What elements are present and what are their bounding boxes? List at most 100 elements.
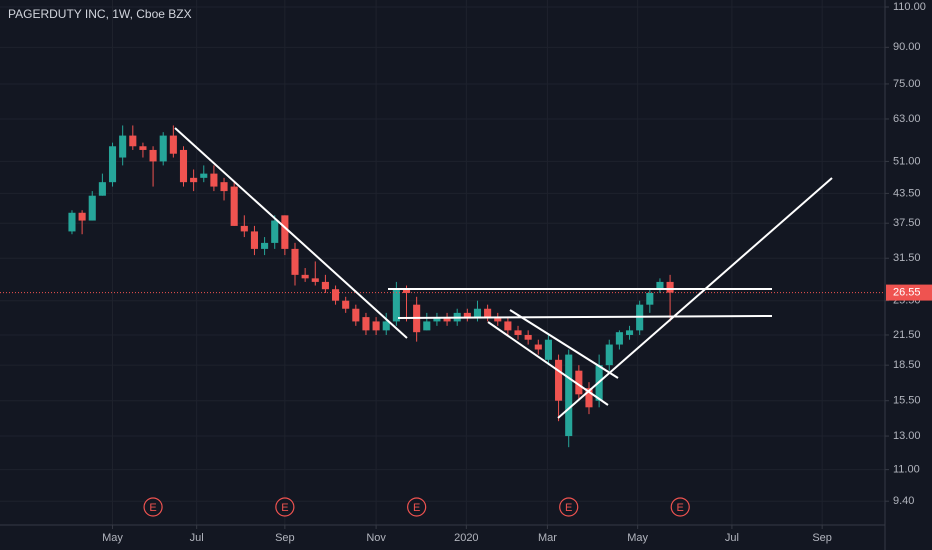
candle-body: [240, 225, 248, 232]
trend-line: [174, 127, 408, 339]
earnings-label: E: [565, 502, 572, 514]
candle-body: [190, 177, 198, 183]
candle-body: [646, 292, 654, 305]
candle-body: [605, 344, 613, 366]
earnings-label: E: [677, 502, 684, 514]
candle-body: [139, 146, 147, 150]
candle-body: [504, 321, 512, 331]
trend-line: [557, 177, 833, 419]
candle-body: [392, 289, 400, 322]
x-tick-label: May: [627, 532, 648, 544]
grid: [0, 0, 885, 525]
candle-body: [68, 212, 76, 232]
x-tick-label: Sep: [275, 532, 295, 544]
candle-body: [372, 321, 380, 331]
x-tick-label: Sep: [812, 532, 832, 544]
earnings-marker: [559, 497, 579, 517]
trend-line: [509, 309, 619, 379]
candle-body: [625, 330, 634, 335]
x-tick-label: Nov: [366, 532, 386, 544]
candle-body: [585, 388, 593, 408]
candle-body: [443, 317, 451, 322]
y-tick-label: 31.50: [893, 252, 921, 264]
trend-line: [397, 315, 773, 319]
candle-body: [352, 308, 360, 322]
candle-body: [544, 339, 552, 360]
candle-body: [129, 135, 137, 147]
last-price-label: 26.55: [893, 286, 921, 298]
candle-body: [484, 308, 492, 318]
y-tick-label: 15.50: [893, 395, 921, 407]
candle-body: [261, 242, 269, 249]
candle-body: [78, 212, 86, 221]
x-tick-label: Jul: [725, 532, 739, 544]
candle-body: [321, 281, 329, 290]
candle-body: [119, 135, 127, 158]
y-tick-label: 11.00: [893, 464, 920, 476]
last-price-box: [886, 284, 932, 301]
y-tick-label: 43.50: [893, 187, 921, 199]
candle-body: [402, 289, 411, 293]
trend-lines: [174, 127, 833, 419]
y-tick-label: 110.00: [893, 1, 926, 13]
x-tick-label: 2020: [454, 532, 478, 544]
earnings-marker: [670, 497, 690, 517]
y-tick-label: 9.40: [893, 495, 914, 507]
candle-body: [108, 146, 117, 183]
candle-body: [179, 149, 188, 183]
chart-title: PAGERDUTY INC, 1W, Cboe BZX: [8, 7, 192, 21]
candle-body: [666, 281, 674, 293]
y-tick-label: 51.00: [893, 155, 921, 167]
candle-body: [494, 317, 502, 322]
candle-body: [200, 173, 208, 178]
candle-body: [210, 173, 218, 187]
candle-body: [98, 182, 106, 196]
candle-body: [230, 186, 238, 226]
candle-body: [473, 308, 482, 318]
x-tick-label: May: [102, 532, 123, 544]
earnings-label: E: [281, 502, 288, 514]
y-tick-label: 63.00: [893, 113, 921, 125]
candle-body: [524, 334, 532, 340]
candle-body: [382, 321, 390, 331]
candle-body: [656, 281, 664, 290]
candle-body: [88, 195, 96, 221]
candle-body: [281, 215, 289, 249]
candle-body: [575, 370, 583, 395]
candle-body: [291, 248, 299, 275]
candle-body: [250, 231, 258, 249]
y-tick-label: 75.00: [893, 78, 921, 90]
y-tick-label: 37.50: [893, 217, 921, 229]
candle-body: [301, 274, 309, 279]
earnings-marker: [275, 497, 295, 517]
candle-body: [311, 278, 319, 282]
candle-body: [332, 289, 340, 301]
axes: 9.4011.0013.0015.5018.5021.5025.5031.503…: [102, 1, 932, 544]
candle-body: [271, 220, 279, 243]
y-tick-label: 90.00: [893, 41, 921, 53]
candle-body: [463, 312, 471, 318]
earnings-marker: [407, 497, 427, 517]
candle-body: [362, 317, 370, 331]
y-tick-label: 13.00: [893, 430, 921, 442]
candle-body: [220, 182, 228, 192]
x-tick-label: Mar: [538, 532, 557, 544]
earnings-marker: [143, 497, 163, 517]
candle-body: [342, 300, 350, 309]
earnings-label: E: [413, 502, 420, 514]
candle-body: [433, 317, 441, 322]
candle-body: [159, 135, 167, 162]
candle-body: [149, 149, 157, 162]
candle-body: [169, 135, 177, 154]
candle-body: [534, 344, 542, 350]
candle-body: [565, 354, 573, 437]
x-tick-label: Jul: [190, 532, 204, 544]
candle-body: [514, 330, 522, 335]
earnings-label: E: [149, 502, 156, 514]
candle-body: [615, 332, 623, 345]
candle-body: [423, 321, 431, 331]
y-tick-label: 21.50: [893, 329, 921, 341]
candle-body: [555, 359, 563, 401]
y-tick-label: 18.50: [893, 359, 921, 371]
